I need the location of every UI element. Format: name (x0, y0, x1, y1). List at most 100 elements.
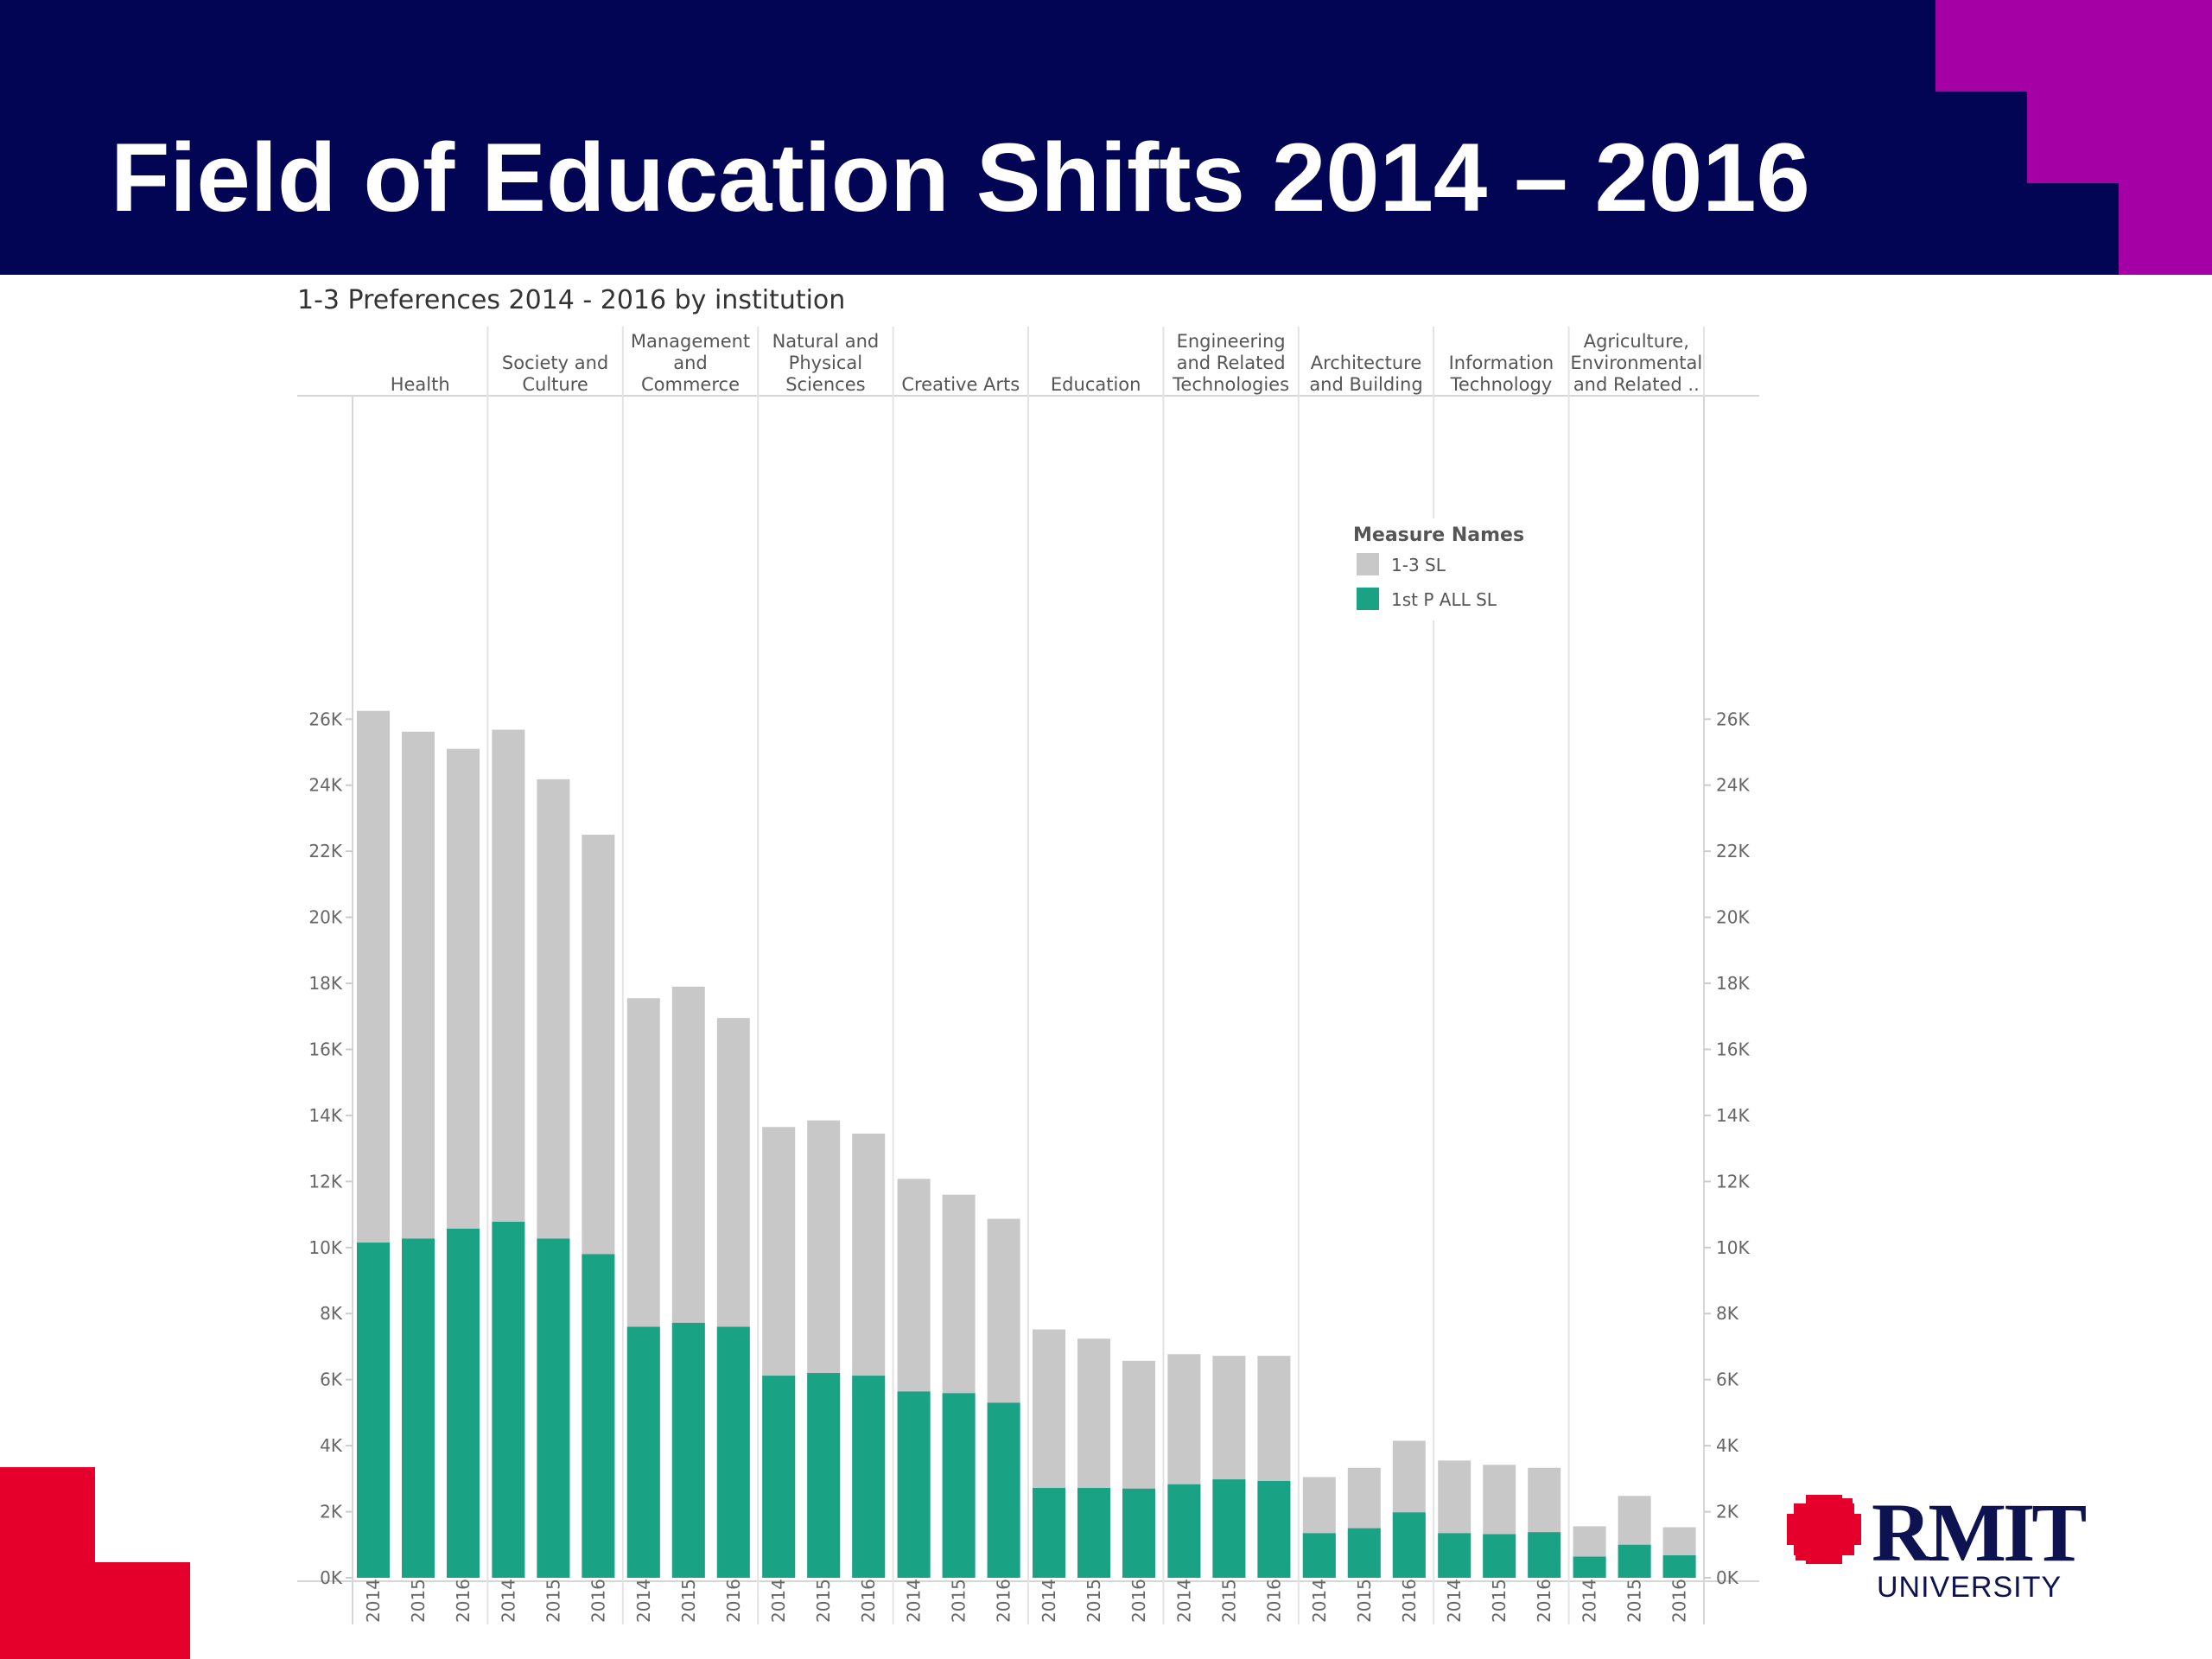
x-tick-label-year: 2016 (1263, 1579, 1284, 1623)
x-tick-label-year: 2014 (904, 1579, 925, 1623)
group-label: Creative Arts (901, 374, 1020, 395)
y-tick-label-right: 6K (1716, 1370, 1739, 1390)
bar-1st-p-all-sl (762, 1376, 796, 1578)
x-tick-label-year: 2016 (723, 1579, 744, 1623)
x-tick-label-year: 2015 (1624, 1579, 1645, 1623)
y-tick-label-left: 24K (308, 775, 342, 796)
bar-1st-p-all-sl (807, 1373, 841, 1578)
x-tick-label-year: 2016 (1534, 1579, 1554, 1623)
group-label: Technologies (1172, 374, 1289, 395)
y-tick-label-left: 14K (308, 1105, 342, 1126)
x-tick-label-year: 2014 (363, 1579, 384, 1623)
x-tick-label-year: 2015 (949, 1579, 969, 1623)
x-tick-label-year: 2015 (1489, 1579, 1510, 1623)
group-label: and Related (1177, 353, 1286, 373)
chart-title: 1-3 Preferences 2014 - 2016 by instituti… (297, 285, 846, 315)
purple-step-bottom (2119, 183, 2212, 275)
bar-1st-p-all-sl (402, 1238, 435, 1578)
y-tick-label-right: 20K (1716, 907, 1750, 928)
y-tick-label-left: 18K (308, 973, 342, 994)
x-tick-label-year: 2014 (633, 1579, 654, 1623)
group-label: Physical (789, 353, 862, 373)
bar-1st-p-all-sl (1438, 1533, 1471, 1578)
group-label: Commerce (641, 374, 740, 395)
y-tick-label-left: 8K (320, 1303, 343, 1324)
group-label: Information (1449, 353, 1554, 373)
bar-1st-p-all-sl (1122, 1488, 1155, 1578)
legend-label: 1-3 SL (1391, 555, 1446, 575)
bar-1st-p-all-sl (447, 1229, 480, 1578)
bar-1st-p-all-sl (671, 1322, 705, 1578)
bar-1st-p-all-sl (1528, 1532, 1561, 1578)
x-tick-label-year: 2016 (588, 1579, 608, 1623)
x-tick-label-year: 2016 (858, 1579, 879, 1623)
bar-1st-p-all-sl (1302, 1533, 1336, 1578)
y-tick-label-left: 22K (308, 841, 342, 861)
purple-step-middle (2027, 92, 2212, 183)
red-step-right (95, 1562, 190, 1659)
y-tick-label-right: 14K (1716, 1105, 1750, 1126)
logo-name: RMIT (1872, 1486, 2087, 1579)
bar-1st-p-all-sl (897, 1391, 931, 1578)
y-tick-label-right: 26K (1716, 709, 1750, 729)
x-tick-label-year: 2015 (1354, 1579, 1375, 1623)
x-tick-label-year: 2014 (1444, 1579, 1465, 1623)
logo-subtitle: UNIVERSITY (1877, 1571, 2063, 1604)
bar-1st-p-all-sl (1662, 1555, 1696, 1578)
bar-1st-p-all-sl (1077, 1488, 1110, 1578)
bar-1st-p-all-sl (1257, 1481, 1291, 1578)
y-tick-label-left: 4K (320, 1435, 343, 1456)
x-tick-label-year: 2015 (543, 1579, 563, 1623)
group-label: Sciences (785, 374, 865, 395)
legend-swatch (1357, 553, 1379, 575)
group-label: Technology (1450, 374, 1553, 395)
bar-1st-p-all-sl (1573, 1556, 1606, 1578)
y-tick-label-right: 18K (1716, 973, 1750, 994)
x-tick-label-year: 2015 (408, 1579, 429, 1623)
x-tick-label-year: 2015 (813, 1579, 834, 1623)
slide-title: Field of Education Shifts 2014 – 2016 (111, 124, 1810, 232)
x-tick-label-year: 2014 (768, 1579, 789, 1623)
group-label: Agriculture, (1584, 331, 1689, 352)
bar-1st-p-all-sl (942, 1393, 976, 1578)
group-label: Architecture (1311, 353, 1422, 373)
y-tick-label-left: 6K (320, 1370, 343, 1390)
bar-1st-p-all-sl (492, 1221, 525, 1578)
group-label: and (673, 353, 708, 373)
y-tick-label-left: 2K (320, 1502, 343, 1522)
legend-swatch (1357, 588, 1379, 610)
y-tick-label-right: 24K (1716, 775, 1750, 796)
y-tick-label-right: 10K (1716, 1237, 1750, 1258)
rmit-pixel-logo-icon (1787, 1495, 1861, 1564)
y-tick-label-left: 10K (308, 1237, 342, 1258)
bar-1st-p-all-sl (852, 1376, 886, 1578)
group-label: Health (391, 374, 450, 395)
y-tick-label-right: 0K (1716, 1567, 1739, 1588)
legend-label: 1st P ALL SL (1391, 589, 1497, 610)
y-tick-label-left: 26K (308, 709, 342, 729)
x-tick-label-year: 2016 (1669, 1579, 1690, 1623)
bar-1st-p-all-sl (1033, 1488, 1065, 1578)
y-tick-label-right: 16K (1716, 1039, 1750, 1059)
x-tick-label-year: 2015 (1084, 1579, 1104, 1623)
bar-1st-p-all-sl (1212, 1479, 1246, 1578)
title-banner (0, 0, 2119, 275)
bar-1st-p-all-sl (582, 1254, 615, 1578)
group-label: Environmental (1570, 353, 1702, 373)
y-tick-label-left: 0K (320, 1567, 343, 1588)
group-label: Natural and (772, 331, 880, 352)
bar-1st-p-all-sl (716, 1326, 750, 1578)
x-tick-label-year: 2014 (1039, 1579, 1059, 1623)
group-label: Society and (502, 353, 608, 373)
x-tick-label-year: 2016 (1128, 1579, 1149, 1623)
bar-1st-p-all-sl (1392, 1512, 1426, 1578)
bar-1st-p-all-sl (1347, 1528, 1381, 1578)
y-tick-label-left: 12K (308, 1171, 342, 1192)
x-tick-label-year: 2016 (994, 1579, 1014, 1623)
x-tick-label-year: 2014 (1580, 1579, 1600, 1623)
group-label: and Building (1309, 374, 1422, 395)
bar-1st-p-all-sl (1618, 1544, 1651, 1578)
y-tick-label-right: 2K (1716, 1502, 1739, 1522)
y-tick-label-right: 4K (1716, 1435, 1739, 1456)
